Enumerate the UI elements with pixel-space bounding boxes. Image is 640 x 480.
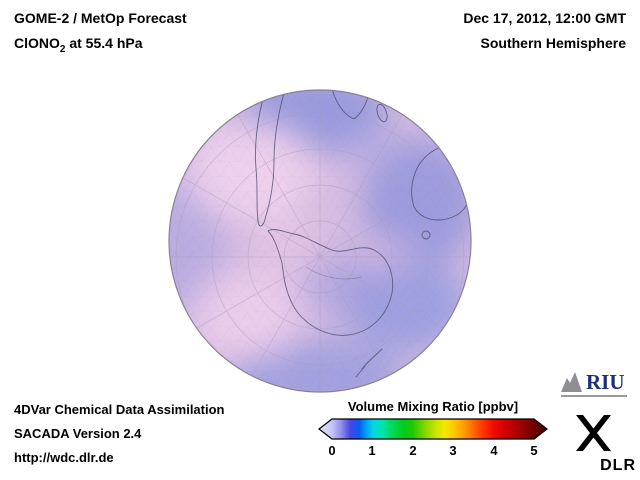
colorbar-tick-label: 2	[409, 443, 417, 458]
coastline-tasmania	[421, 230, 431, 240]
globe-rim	[168, 89, 472, 393]
coastline-new-zealand	[355, 348, 383, 378]
dlr-swoosh-icon	[576, 415, 611, 451]
assimilation-label: 4DVar Chemical Data Assimilation	[14, 402, 225, 417]
coastline-madagascar	[376, 103, 388, 123]
riu-mountain-icon	[561, 372, 582, 392]
valid-datetime: Dec 17, 2012, 12:00 GMT	[463, 10, 626, 26]
colorbar-ticks: 0 1 2 3 4 5	[318, 443, 548, 459]
colorbar-tick-label: 3	[449, 443, 457, 458]
hemisphere-globe	[168, 89, 472, 393]
url-label: http://wdc.dlr.de	[14, 450, 114, 465]
colorbar	[318, 418, 548, 440]
pressure-level: at 55.4 hPa	[65, 35, 143, 51]
product-title: GOME-2 / MetOp Forecast	[14, 10, 187, 26]
colorbar-tick-label: 0	[328, 443, 336, 458]
footer-credits: 4DVar Chemical Data Assimilation SACADA …	[14, 402, 225, 474]
coastline-south-america	[255, 92, 285, 227]
hemisphere-label: Southern Hemisphere	[480, 35, 626, 51]
riu-underline	[561, 395, 627, 397]
coastlines	[255, 90, 471, 378]
colorbar-tick-label: 4	[490, 443, 498, 458]
version-label: SACADA Version 2.4	[14, 426, 142, 441]
dlr-label: DLR	[600, 457, 636, 474]
header-left: GOME-2 / MetOp Forecast ClONO2 at 55.4 h…	[14, 10, 187, 64]
coastline-antarctica	[267, 229, 394, 336]
colorbar-band	[318, 418, 548, 440]
colorbar-tick-label: 1	[368, 443, 376, 458]
dlr-logo: DLR	[574, 413, 636, 475]
riu-logo: RIU	[561, 372, 631, 397]
species-name: ClONO	[14, 35, 60, 51]
riu-label: RIU	[586, 370, 625, 394]
header-right: Dec 17, 2012, 12:00 GMT Southern Hemisph…	[463, 10, 626, 60]
graticule	[169, 90, 471, 392]
colorbar-title: Volume Mixing Ratio [ppbv]	[347, 399, 519, 414]
species-subscript: 2	[59, 43, 66, 55]
species-level-title: ClONO2 at 55.4 hPa	[14, 35, 187, 55]
colorbar-tick-label: 5	[530, 443, 538, 458]
coastline-africa	[331, 90, 371, 120]
antarctica-interior-line	[305, 266, 362, 280]
coastline-australia	[411, 145, 471, 221]
